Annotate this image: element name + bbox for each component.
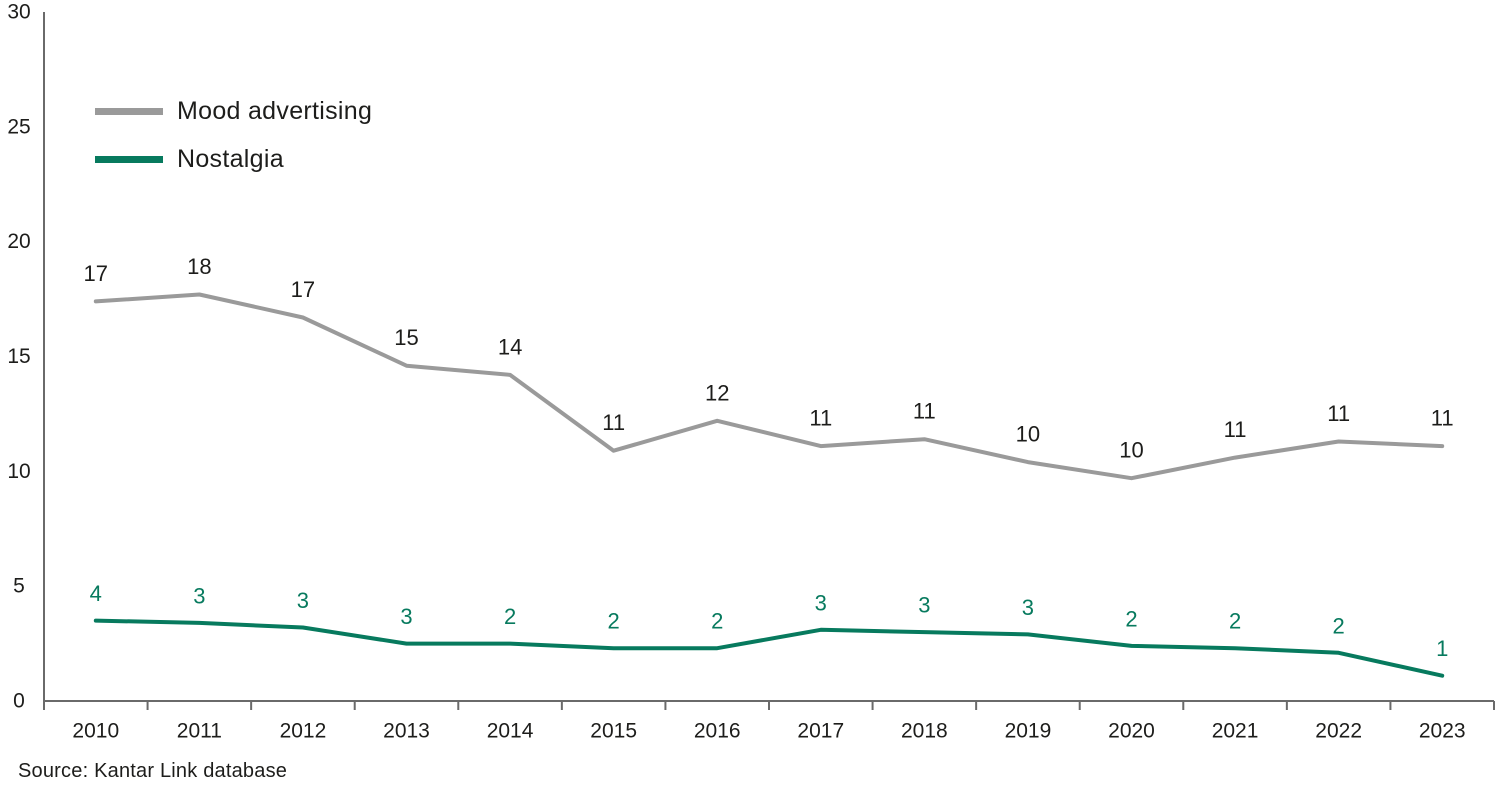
x-axis-tick-label: 2013 — [383, 720, 430, 743]
y-axis-tick-label: 0 — [13, 690, 25, 713]
x-axis-tick-label: 2017 — [797, 720, 844, 743]
data-label-nostalgia: 2 — [711, 609, 723, 634]
line-chart: 0 5 10 15 20 25 30 2010 2011 2012 2013 2014 2015 2016… — [7, 1, 1495, 743]
data-label-nostalgia: 1 — [1436, 636, 1448, 661]
data-label-nostalgia: 4 — [90, 581, 102, 606]
y-axis-tick-label: 15 — [7, 345, 30, 368]
data-label-mood-advertising: 10 — [1119, 438, 1143, 463]
x-axis-tick-label: 2020 — [1108, 720, 1155, 743]
data-label-mood-advertising: 14 — [498, 334, 522, 359]
data-label-nostalgia: 2 — [608, 609, 620, 634]
legend-label-nostalgia: Nostalgia — [177, 144, 284, 173]
legend-item-mood-advertising: Mood advertising — [95, 96, 372, 126]
y-axis-tick-label: 20 — [7, 230, 30, 253]
data-label-mood-advertising: 18 — [187, 254, 211, 279]
x-axis-tick-label: 2012 — [280, 720, 327, 743]
series-line-nostalgia — [93, 618, 1445, 678]
data-label-nostalgia: 3 — [1022, 595, 1034, 620]
data-label-nostalgia: 3 — [193, 583, 205, 608]
data-label-mood-advertising: 11 — [1327, 401, 1350, 426]
data-label-mood-advertising: 15 — [394, 325, 418, 350]
data-label-nostalgia: 2 — [1125, 606, 1137, 631]
x-axis-tick-label: 2021 — [1212, 720, 1259, 743]
data-label-nostalgia: 2 — [504, 604, 516, 629]
data-label-mood-advertising: 11 — [809, 406, 832, 431]
x-axis-tick-label: 2018 — [901, 720, 948, 743]
y-axis-tick-label: 5 — [13, 575, 25, 598]
data-label-mood-advertising: 11 — [1224, 417, 1247, 442]
x-axis-tick-label: 2015 — [590, 720, 637, 743]
data-label-mood-advertising: 10 — [1016, 422, 1040, 447]
data-label-nostalgia: 2 — [1229, 609, 1241, 634]
data-label-mood-advertising: 11 — [602, 410, 625, 435]
legend-label-mood-advertising: Mood advertising — [177, 96, 373, 125]
x-axis-tick-label: 2010 — [72, 720, 119, 743]
mood-advertising-swatch — [95, 107, 163, 115]
data-label-mood-advertising: 11 — [913, 399, 936, 424]
data-label-mood-advertising: 17 — [84, 261, 108, 286]
data-label-mood-advertising: 12 — [705, 380, 729, 405]
y-axis-tick-label: 10 — [7, 460, 30, 483]
x-axis-tick-label: 2022 — [1315, 720, 1362, 743]
data-label-nostalgia: 2 — [1333, 613, 1345, 638]
y-axis-tick-label: 30 — [7, 1, 30, 24]
x-axis-tick-label: 2019 — [1005, 720, 1052, 743]
chart-legend: Mood advertising Nostalgia — [95, 96, 372, 192]
x-axis-tick-label: 2014 — [487, 720, 534, 743]
series-line-mood-advertising — [93, 292, 1445, 481]
data-label-nostalgia: 3 — [297, 588, 309, 613]
data-label-mood-advertising: 17 — [291, 277, 315, 302]
data-label-nostalgia: 3 — [400, 604, 412, 629]
data-label-mood-advertising: 11 — [1431, 406, 1454, 431]
x-axis-tick-label: 2011 — [177, 720, 222, 743]
x-axis-tick-label: 2016 — [694, 720, 741, 743]
y-axis-tick-label: 25 — [7, 115, 30, 138]
legend-item-nostalgia: Nostalgia — [95, 144, 372, 174]
data-label-nostalgia: 3 — [918, 593, 930, 618]
source-note: Source: Kantar Link database — [18, 760, 288, 782]
x-axis-tick-label: 2023 — [1419, 720, 1466, 743]
nostalgia-swatch — [95, 155, 163, 163]
data-label-nostalgia: 3 — [815, 590, 827, 615]
